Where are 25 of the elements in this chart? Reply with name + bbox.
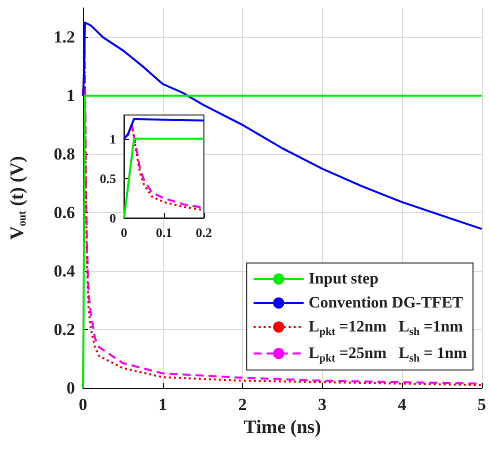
x-tick-label: 0.2 (196, 225, 212, 240)
legend-label: Convention DG-TFET (308, 294, 464, 312)
y-tick-label: 0.4 (54, 262, 76, 281)
x-tick-label: 3 (318, 395, 326, 414)
y-tick-label: 1.2 (54, 28, 75, 47)
x-tick-label: 0.1 (156, 225, 172, 240)
y-tick-label: 0.2 (54, 320, 75, 340)
y-tick-label: 0 (66, 378, 75, 398)
y-tick-label: 0.8 (54, 144, 75, 164)
y-tick-label: 1 (66, 86, 75, 106)
x-tick-label: 0 (78, 395, 88, 414)
x-tick-label: 2 (238, 395, 247, 414)
x-tick-label: 4 (398, 395, 407, 414)
y-tick-label: 1 (110, 131, 116, 146)
x-tick-label: 5 (478, 395, 486, 414)
x-tick-label: 0 (120, 225, 128, 240)
line-series (123, 118, 205, 140)
y-tick-label: 0.5 (100, 170, 116, 186)
y-tick-label: 0.6 (54, 203, 75, 222)
y-tick-label: 0 (110, 210, 116, 226)
x-tick-label: 1 (158, 395, 167, 414)
y-axis-title: Vout (t) (V) (7, 156, 28, 240)
x-axis-title: Time (ns) (244, 417, 321, 438)
line-series (82, 22, 483, 230)
legend-label: Input step (308, 270, 379, 288)
